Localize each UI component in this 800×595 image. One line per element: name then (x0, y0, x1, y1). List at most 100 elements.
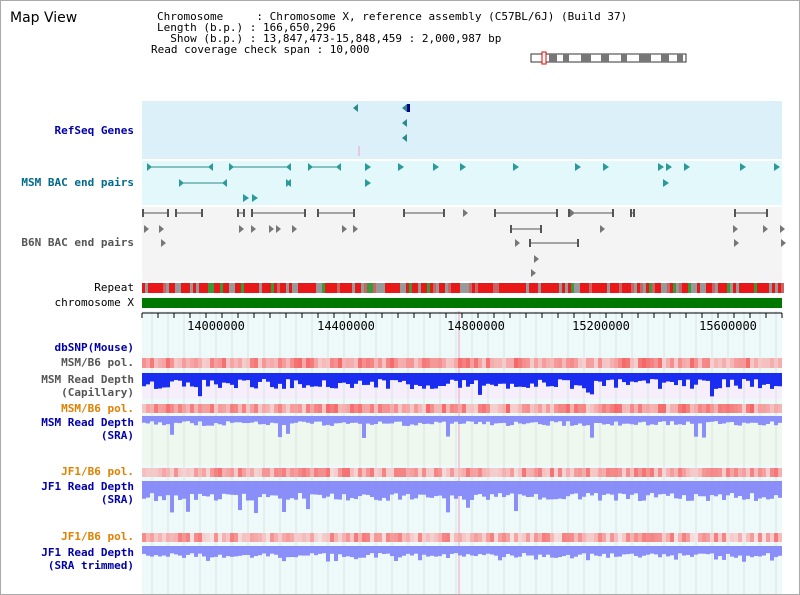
depth-bar (718, 546, 722, 556)
depth-bar (162, 373, 166, 388)
repeat-segment (577, 283, 580, 293)
track-label-jf1-b6-pol-2[interactable]: JF1/B6 pol. (61, 530, 134, 543)
pol-cell (242, 533, 246, 542)
depth-bar (194, 481, 198, 500)
pol-cell (282, 533, 286, 542)
depth-bar (262, 373, 266, 380)
depth-bar (566, 546, 570, 555)
repeat-segment (616, 283, 619, 293)
pol-cell (626, 533, 630, 542)
pol-cell (446, 358, 450, 368)
depth-bar (370, 546, 374, 554)
bac-end-marker (515, 239, 520, 247)
track-label-dbsnp[interactable]: dbSNP(Mouse) (54, 341, 134, 354)
depth-bar (462, 373, 466, 381)
depth-bar (218, 481, 222, 500)
pol-cell (670, 404, 674, 413)
depth-bar (170, 416, 174, 435)
depth-bar (494, 481, 498, 497)
depth-bar (374, 416, 378, 424)
pol-cell (598, 533, 602, 542)
pol-cell (450, 358, 454, 368)
depth-bar (186, 416, 190, 422)
repeat-segment (751, 283, 754, 293)
depth-bar (470, 481, 474, 500)
depth-bar (742, 373, 746, 380)
depth-bar (398, 546, 402, 558)
pol-cell (638, 404, 642, 413)
pol-cell (390, 468, 394, 477)
pol-cell (434, 404, 438, 413)
pol-cell (562, 404, 566, 413)
depth-bar (342, 546, 346, 558)
track-label-b6n-bac[interactable]: B6N BAC end pairs (21, 236, 134, 249)
depth-bar (762, 373, 766, 385)
track-label-refseq[interactable]: RefSeq Genes (54, 124, 134, 137)
depth-bar (630, 416, 634, 425)
ideogram-band (549, 54, 557, 62)
depth-bar (702, 546, 706, 554)
depth-bar (226, 546, 230, 557)
track-label-jf1-depth-trimmed[interactable]: JF1 Read Depth (41, 546, 134, 559)
depth-bar (518, 546, 522, 557)
repeat-segment (397, 283, 400, 293)
bac-end-marker (237, 209, 239, 217)
repeat-segment (403, 283, 406, 293)
pol-cell (462, 358, 466, 368)
pol-cell (702, 533, 706, 542)
depth-bar (374, 481, 378, 500)
pol-cell (674, 358, 678, 368)
depth-bar (634, 546, 638, 556)
depth-bar (318, 546, 322, 554)
repeat-segment (217, 283, 220, 293)
depth-bar (546, 416, 550, 426)
track-label-msm-bac[interactable]: MSM BAC end pairs (21, 176, 134, 189)
depth-bar (174, 481, 178, 496)
track-label-msm-b6-pol-1[interactable]: MSM/B6 pol. (61, 356, 134, 369)
pol-cell (386, 358, 390, 368)
repeat-segment (472, 283, 475, 293)
depth-bar (598, 481, 602, 501)
depth-bar (238, 373, 242, 380)
depth-bar (354, 373, 358, 384)
track-label-msm-depth-capillary[interactable]: MSM Read Depth (41, 373, 134, 386)
depth-bar (682, 416, 686, 425)
repeat-segment (691, 283, 694, 293)
track-label-msm-b6-pol-2[interactable]: MSM/B6 pol. (61, 402, 134, 415)
depth-bar (722, 546, 726, 560)
pol-cell (606, 404, 610, 413)
pol-cell (646, 468, 650, 477)
axis-tick-label: 14000000 (187, 319, 245, 333)
pol-cell (750, 468, 754, 477)
track-label-repeat[interactable]: Repeat (94, 281, 134, 294)
repeat-segment (646, 283, 649, 293)
repeat-segment (598, 283, 601, 293)
depth-bar (170, 546, 174, 554)
pol-cell (534, 533, 538, 542)
track-label-msm-depth-sra[interactable]: MSM Read Depth (41, 416, 134, 429)
repeat-segment (631, 283, 634, 293)
depth-bar (198, 481, 202, 494)
pol-cell (174, 468, 178, 477)
pol-cell (466, 358, 470, 368)
depth-bar (642, 416, 646, 422)
repeat-segment (256, 283, 259, 293)
depth-bar (754, 546, 758, 557)
pol-cell (542, 404, 546, 413)
depth-bar (390, 546, 394, 557)
depth-bar (642, 373, 646, 381)
track-label-chromosome[interactable]: chromosome X (54, 296, 134, 309)
track-label-jf1-b6-pol-1[interactable]: JF1/B6 pol. (61, 465, 134, 478)
depth-bar (462, 546, 466, 557)
depth-bar (422, 481, 426, 495)
pol-cell (246, 404, 250, 413)
depth-bar (586, 481, 590, 494)
pol-cell (430, 468, 434, 477)
pol-cell (150, 533, 154, 542)
depth-bar (618, 481, 622, 494)
depth-bar (598, 373, 602, 382)
track-label-jf1-depth-sra[interactable]: JF1 Read Depth (41, 480, 134, 493)
pol-cell (338, 468, 342, 477)
depth-bar (506, 546, 510, 554)
